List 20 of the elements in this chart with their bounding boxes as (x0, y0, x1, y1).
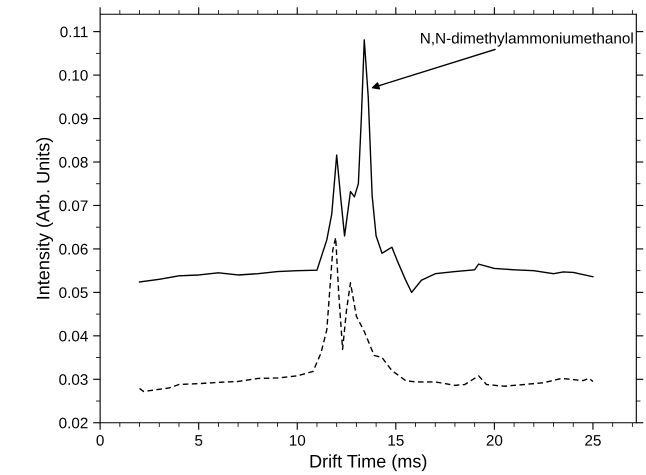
y-tick-label: 0.06 (59, 244, 88, 255)
annotation: N,N-dimethylammoniumethanol (421, 32, 633, 47)
y-tick-label: 0.04 (59, 330, 88, 342)
x-tick-label: 10 (290, 434, 306, 446)
line-series (138, 236, 594, 392)
y-tick-label: 0.02 (59, 418, 88, 428)
y-tick-label: 0.03 (59, 374, 88, 385)
y-tick-label: 0.10 (59, 70, 88, 81)
x-tick-label: 20 (486, 434, 502, 446)
x-tick-label: 15 (388, 435, 404, 446)
y-tick-label: 0.09 (59, 113, 88, 124)
x-tick-label: 0 (96, 434, 104, 446)
x-axis-title: Drift Time (ms) (310, 454, 426, 472)
y-tick-label: 0.08 (59, 156, 88, 168)
y-tick-label: 0.07 (59, 200, 88, 212)
y-axis-title: Intensity (Arb. Units) (36, 138, 54, 299)
x-tick-label: 25 (585, 434, 601, 446)
y-tick-label: 0.05 (59, 287, 88, 298)
x-tick-label: 5 (195, 435, 202, 446)
y-tick-label: 0.11 (60, 26, 88, 38)
